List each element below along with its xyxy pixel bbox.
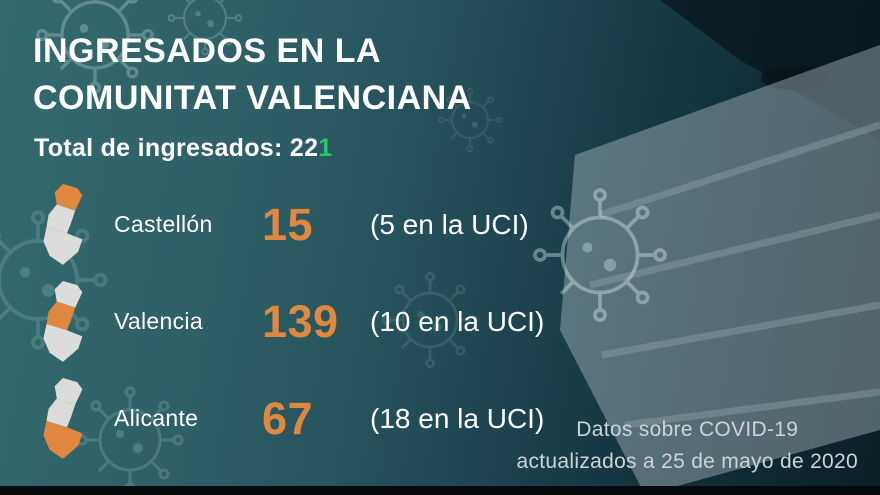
map-icon-valencia-highlight xyxy=(43,280,83,362)
total-admissions: Total de ingresados: 221 xyxy=(34,134,333,163)
page-title: INGRESADOS EN LA COMUNITAT VALENCIANA xyxy=(33,28,472,122)
province-label: Castellón xyxy=(114,211,213,237)
icu-detail: (10 en la UCI) xyxy=(370,305,545,337)
table-row: Castellón 15 (5 en la UCI) xyxy=(36,176,544,273)
source-note: Datos sobre COVID-19 actualizados a 25 d… xyxy=(517,414,858,479)
bottom-edge-bar xyxy=(0,486,880,495)
total-label: Total de ingresados: xyxy=(34,134,290,162)
source-note-line-2: actualizados a 25 de mayo de 2020 xyxy=(516,450,858,474)
title-line-1: INGRESADOS EN LA xyxy=(33,32,382,70)
admissions-value: 15 xyxy=(262,198,314,250)
icu-detail: (5 en la UCI) xyxy=(370,208,529,240)
total-value: 22 xyxy=(289,134,319,162)
table-row: Valencia 139 (10 en la UCI) xyxy=(36,273,544,370)
province-label: Valencia xyxy=(114,308,203,334)
table-row: Alicante 67 (18 en la UCI) xyxy=(36,370,544,467)
title-line-2: COMUNITAT VALENCIANA xyxy=(33,78,472,117)
province-rows: Castellón 15 (5 en la UCI) Valencia 139 … xyxy=(36,176,544,467)
admissions-value: 139 xyxy=(262,295,339,347)
icu-detail: (18 en la UCI) xyxy=(370,402,545,434)
source-note-line-1: Datos sobre COVID-19 xyxy=(576,417,799,441)
total-value-delta: 1 xyxy=(318,134,333,162)
province-label: Alicante xyxy=(114,405,199,431)
admissions-value: 67 xyxy=(262,392,314,444)
map-icon-alicante-highlight xyxy=(43,377,83,459)
map-icon-castellon-highlight xyxy=(43,183,83,265)
